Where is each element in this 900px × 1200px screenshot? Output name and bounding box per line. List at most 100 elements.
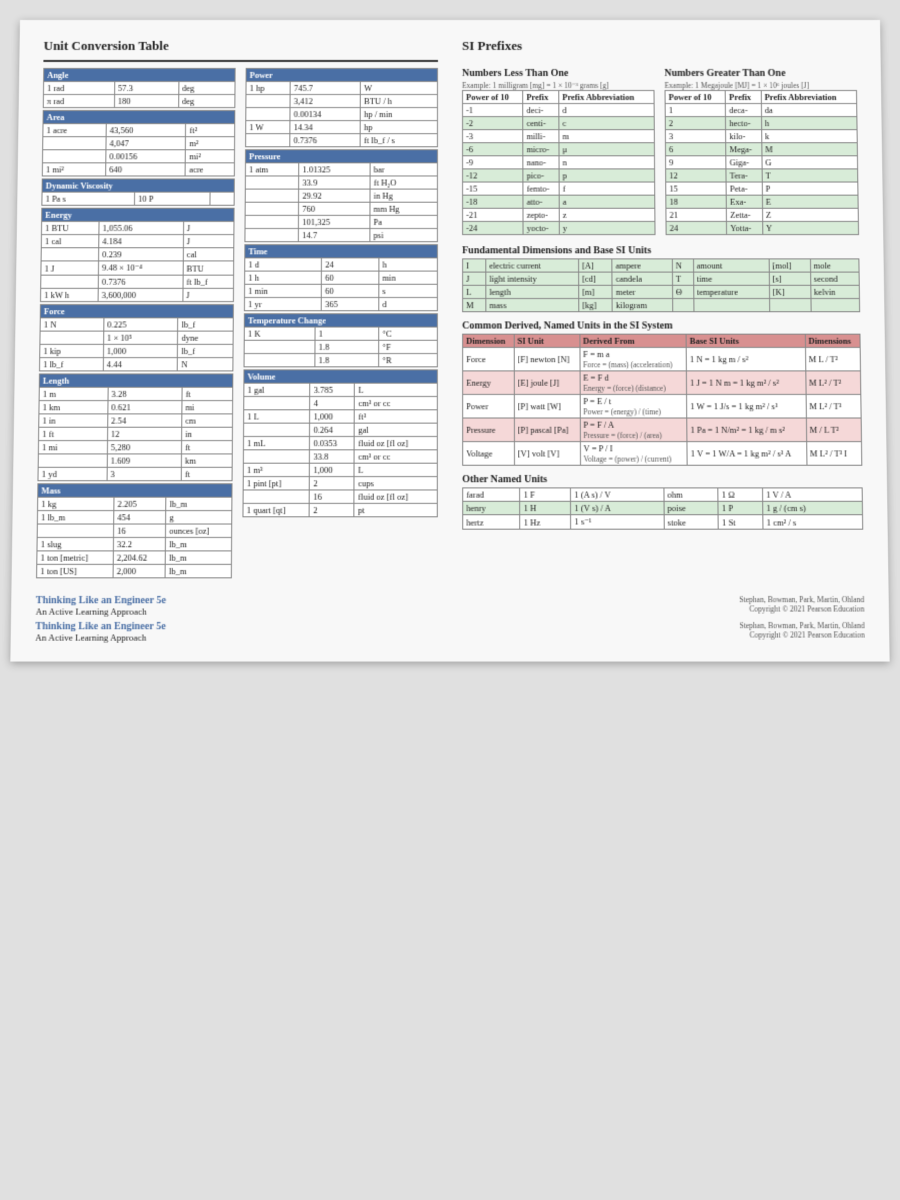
cell: J [183,235,234,248]
cell: 1 H [520,501,571,514]
cell [693,299,769,312]
derived-head: Dimension [463,334,514,347]
cell: Y [762,221,858,234]
cell: h [761,117,857,130]
conv-table: Length1 m3.28ft1 km0.621mi1 in2.54cm1 ft… [37,373,233,481]
prefix-head: Power of 10 [463,91,523,104]
cell: time [693,272,769,285]
section-head: Volume [244,370,437,383]
cell: deg [178,95,235,108]
cell: hertz [463,515,520,529]
cell: Θ [672,285,693,298]
conv-table: Dynamic Viscosity1 Pa s10 P [41,178,234,205]
cell: [F] newton [N] [514,347,580,370]
cell: 2.205 [114,497,166,510]
cell: ft H₂O [370,176,437,189]
cell: M [463,299,486,312]
cell: [P] watt [W] [514,394,580,418]
cell: milli- [523,130,559,143]
cell: centi- [523,117,559,130]
cell: 101,325 [299,215,370,228]
cell [246,108,290,121]
other-table: farad1 F1 (A s) / Vohm1 Ω1 V / Ahenry1 H… [462,487,863,529]
cell: M / L T² [806,418,862,442]
cell: 1 lb_m [37,511,113,524]
cell: 2 [665,117,726,130]
cell: 57.3 [114,81,178,94]
cell: 1 F [520,488,571,501]
cell: 1 Pa = 1 N/m² = 1 kg / m s² [687,418,806,442]
page: Unit Conversion Table Angle1 rad57.3degπ… [10,20,889,662]
prefix-head: Prefix [523,91,559,104]
cell [243,490,310,503]
cell: 1 Ω [718,488,763,501]
cell: Pa [370,215,437,228]
cell: m² [186,137,235,150]
cell: 3,600,000 [98,288,183,301]
cell: 24 [666,221,727,234]
cell: 3,412 [290,95,360,108]
cell: [cd] [579,272,613,285]
derived-title: Common Derived, Named Units in the SI Sy… [462,320,860,331]
cell: g [166,511,232,524]
cell: 1 ton [US] [37,564,114,577]
cell: atto- [523,195,559,208]
cell: 10 P [135,192,211,205]
cell: pico- [523,169,559,182]
cell [37,524,113,537]
cell: Force [463,347,514,370]
cell: kelvin [810,285,859,298]
ex-less: Example: 1 milligram [mg] = 1 × 10⁻³ gra… [462,81,654,90]
cell: 1 hp [246,81,290,94]
cell: light intensity [486,272,579,285]
cell: stoke [664,515,718,529]
prefix-less-table: Power of 10PrefixPrefix Abbreviation-1de… [462,90,656,235]
cell: -9 [463,156,523,169]
footer-r2b: Copyright © 2021 Pearson Education [740,630,865,639]
cell: μ [559,143,655,156]
conv-table: Mass1 kg2.205lb_m1 lb_m454g16ounces [oz]… [36,483,232,578]
cell: 760 [299,202,370,215]
cell: 4.184 [99,235,184,248]
title-right: SI Prefixes [462,38,856,54]
cell: psi [370,229,437,242]
derived-head: Derived From [579,334,686,347]
cell [40,331,104,344]
cell: 14.7 [299,229,370,242]
cell: N [672,259,693,272]
cell: 1 N [40,318,104,331]
prefix-head: Prefix [726,91,762,104]
cell: in [182,427,233,440]
cell: electric current [486,259,579,272]
cell: cups [354,477,437,490]
cell: candela [612,272,672,285]
cell: mm Hg [370,202,437,215]
cell: deca- [726,104,762,117]
cell [245,215,299,228]
cell: lb_m [166,537,232,550]
cell: temperature [693,285,769,298]
cell: henry [463,501,520,514]
cell: 1 J = 1 N m = 1 kg m² / s² [686,371,805,395]
footer-dup: Thinking Like an Engineer 5e An Active L… [35,621,865,643]
cell: 1 kg [38,497,114,510]
cell: gal [355,423,438,436]
cell: -1 [463,104,523,117]
conv-table: Time1 d24h1 h60min1 min60s1 yr365d [244,244,438,311]
cell: poise [664,501,718,514]
cell: [P] pascal [Pa] [514,418,580,442]
footer-sub: An Active Learning Approach [36,606,166,616]
cell: °R [379,354,437,367]
cell: 1 Pa s [42,192,135,205]
cell: 1 mL [243,436,310,449]
cell: 24 [322,258,379,271]
cell [245,202,299,215]
cell: [m] [579,285,613,298]
cell: kilogram [612,299,672,312]
cell: da [761,104,857,117]
cell [672,299,693,312]
cell: 1 N = 1 kg m / s² [686,347,805,370]
cell: 3 [107,467,181,480]
derived-table: DimensionSI UnitDerived FromBase SI Unit… [462,334,862,466]
cell: N [178,358,233,371]
